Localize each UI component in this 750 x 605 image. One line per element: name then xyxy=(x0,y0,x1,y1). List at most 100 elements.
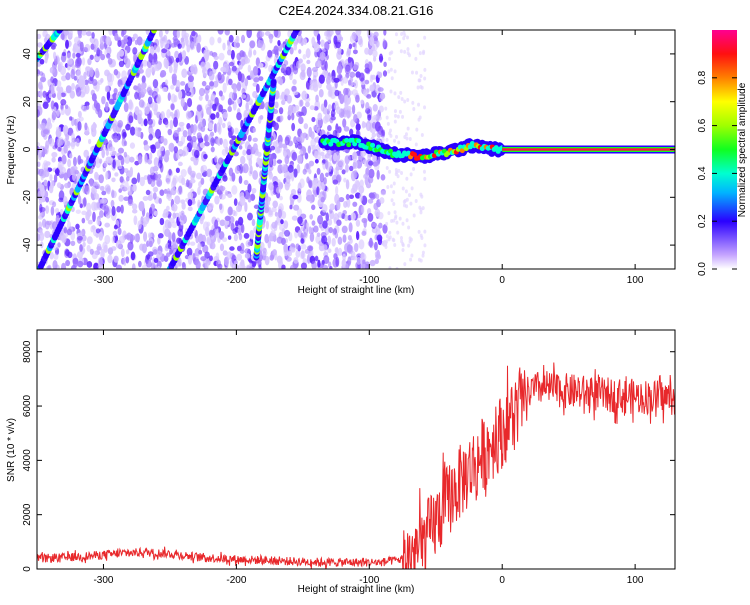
spectrogram-noise xyxy=(284,229,291,237)
spectrogram-noise xyxy=(178,186,183,193)
spectrogram-noise xyxy=(128,101,134,111)
spectrogram-noise xyxy=(415,127,419,132)
spectrogram-noise xyxy=(278,224,285,231)
spectrogram-noise xyxy=(140,87,147,95)
spectrogram-noise xyxy=(71,82,75,91)
spectrogram-noise xyxy=(284,88,290,96)
spectrogram-noise xyxy=(249,40,256,49)
spectrogram-noise xyxy=(332,228,336,236)
spectrogram-noise xyxy=(368,160,374,166)
spectrogram-noise xyxy=(61,154,67,165)
spectrogram-noise xyxy=(379,197,385,204)
spectrogram-noise xyxy=(376,249,381,259)
spectrogram-noise xyxy=(238,163,244,174)
spectrogram-noise xyxy=(123,196,130,202)
spectrogram-noise xyxy=(75,223,80,230)
spectrogram-noise xyxy=(112,159,116,169)
spectrogram-noise xyxy=(274,90,280,100)
spectrogram-noise xyxy=(62,196,68,206)
spectrogram-noise xyxy=(308,226,312,235)
spectrogram-noise xyxy=(147,232,152,239)
spectrogram-noise xyxy=(313,30,319,37)
spectrogram-noise xyxy=(386,121,390,126)
spectrogram-noise xyxy=(403,49,407,54)
spectrogram-noise xyxy=(124,180,129,191)
spectrogram-noise xyxy=(420,236,424,241)
spectrogram-noise xyxy=(272,200,278,208)
spectrogram-noise xyxy=(368,237,373,248)
spectrogram-noise xyxy=(165,30,169,35)
spectrogram-noise xyxy=(361,120,366,129)
spectrogram-noise xyxy=(183,32,190,38)
spectrogram-noise xyxy=(190,64,195,74)
diagonal-trace-1 xyxy=(68,12,74,19)
spectrogram-noise xyxy=(311,179,318,190)
spectrogram-noise xyxy=(278,141,283,149)
spectrogram-noise xyxy=(407,225,411,230)
spectrogram-noise xyxy=(113,87,118,95)
spectrogram-noise xyxy=(180,81,186,86)
spectrogram-noise xyxy=(198,95,203,101)
spectrogram-noise xyxy=(156,149,162,158)
spectrogram-noise xyxy=(313,43,320,53)
spectrogram-noise xyxy=(205,51,210,61)
spectrogram-noise xyxy=(385,234,389,239)
spectrogram-noise xyxy=(316,232,321,237)
spectrogram-noise xyxy=(93,181,99,187)
spectrogram-noise xyxy=(218,90,223,97)
spectrogram-noise xyxy=(367,152,371,162)
spectrogram-noise xyxy=(199,142,206,149)
spectrogram-noise xyxy=(189,40,195,51)
spectrogram-noise xyxy=(306,66,312,78)
spectrogram-noise xyxy=(84,79,89,86)
spectrogram-noise xyxy=(232,101,237,111)
spectrogram-noise xyxy=(39,229,43,236)
spectrogram-noise xyxy=(423,76,427,81)
spectrogram-noise xyxy=(70,139,76,150)
spectrogram-noise xyxy=(65,72,71,81)
spectrogram-noise xyxy=(292,90,299,96)
spectrogram-noise xyxy=(70,240,76,247)
spectrogram-noise xyxy=(380,174,386,181)
spectrogram-noise xyxy=(384,106,388,111)
spectrogram-noise xyxy=(137,83,142,93)
spectrogram-noise xyxy=(356,256,361,265)
spectrogram-noise xyxy=(248,157,253,167)
spectrogram-noise xyxy=(297,34,303,44)
spectrogram-noise xyxy=(228,126,235,136)
spectrogram-noise xyxy=(168,168,172,176)
spectrogram-noise xyxy=(293,257,299,264)
spectrogram-noise xyxy=(298,150,304,155)
spectrogram-noise xyxy=(248,49,252,58)
spectrogram-noise xyxy=(393,91,397,96)
spectrogram-noise xyxy=(215,111,220,119)
spectrogram-noise xyxy=(130,234,135,241)
spectrogram-noise xyxy=(262,250,268,256)
spectrogram-noise xyxy=(402,36,406,41)
spectrogram-noise xyxy=(75,52,81,58)
colorbar-tick-label: 0.6 xyxy=(697,118,708,132)
spectrogram-noise xyxy=(333,77,340,83)
spectrogram-noise xyxy=(353,170,358,179)
spectrogram-noise xyxy=(412,167,416,172)
spectrogram-noise xyxy=(181,50,187,60)
spectrogram-noise xyxy=(94,193,100,200)
spectrogram-noise xyxy=(91,225,96,230)
spectrogram-noise xyxy=(390,198,394,203)
diagonal-trace-3 xyxy=(297,20,303,27)
spectrogram-noise xyxy=(421,253,425,258)
spectrogram-noise xyxy=(53,173,58,183)
spectrogram-noise xyxy=(105,149,109,156)
spectrogram-noise xyxy=(337,47,342,55)
spectrogram-noise xyxy=(286,94,293,104)
spectrogram-noise xyxy=(61,75,67,82)
spectrogram-noise xyxy=(105,171,109,181)
spectrogram-noise xyxy=(134,91,139,100)
spectrogram-noise xyxy=(410,253,414,258)
spectrogram-noise xyxy=(92,79,98,86)
spectrogram-noise xyxy=(293,168,298,178)
spectrogram-noise xyxy=(112,123,118,133)
spectrogram-noise xyxy=(170,103,175,111)
spectrogram-noise xyxy=(395,134,399,139)
spectrogram-noise xyxy=(191,135,197,143)
